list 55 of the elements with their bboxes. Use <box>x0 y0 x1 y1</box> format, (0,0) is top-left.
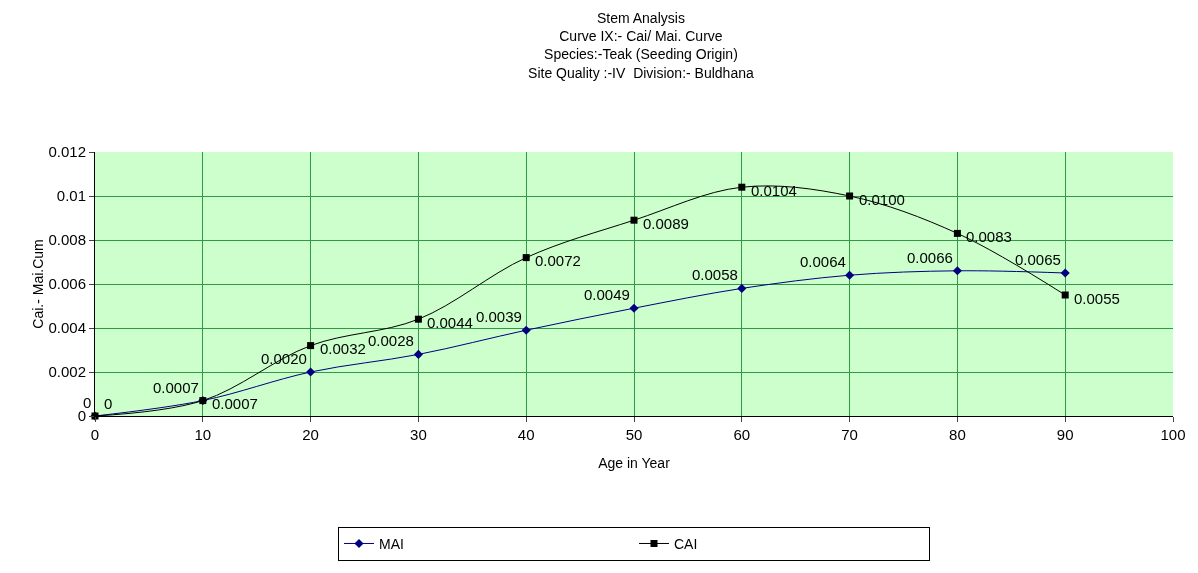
data-label: 0.0055 <box>1074 290 1120 307</box>
y-tick-label: 0.004 <box>48 319 86 337</box>
y-tick-label: 0.012 <box>48 143 86 161</box>
data-label: 0.0032 <box>320 340 366 357</box>
point <box>1060 268 1070 278</box>
y-tick-label: 0.002 <box>48 363 86 381</box>
data-label: 0.0064 <box>800 253 846 270</box>
point <box>629 303 639 313</box>
x-axis-title: Age in Year <box>598 455 671 471</box>
point <box>1061 291 1069 299</box>
data-label: 0.0049 <box>584 286 630 303</box>
point <box>307 342 315 350</box>
x-tick-label: 70 <box>841 426 858 443</box>
x-tick-label: 40 <box>517 426 535 443</box>
point <box>630 216 638 224</box>
data-label: 0.0007 <box>212 395 258 412</box>
point <box>846 192 854 200</box>
chart-title: Stem Analysis Curve IX:- Cai/ Mai. Curve Species:-Teak (Seeding Origin) Site Quality :-IV Division:- Buldhana <box>528 9 754 81</box>
legend-label: MAI <box>379 535 404 552</box>
x-tick-label: 20 <box>302 426 319 443</box>
data-label: 0.0072 <box>535 252 581 269</box>
point <box>522 254 530 262</box>
data-label: 0.0028 <box>368 332 414 349</box>
point <box>737 283 747 293</box>
y-tick-label: 0.01 <box>56 187 86 205</box>
x-tick-label: 60 <box>733 426 751 443</box>
data-label: 0.0089 <box>643 215 689 232</box>
y-tick-label: 0 <box>77 407 86 425</box>
data-label: 0.0044 <box>427 314 473 331</box>
data-label: 0.0058 <box>692 266 738 283</box>
point <box>306 367 316 377</box>
point <box>414 315 422 323</box>
point <box>952 266 962 276</box>
y-tick-label: 0.006 <box>48 275 86 293</box>
data-label: 0.0039 <box>476 308 522 325</box>
point <box>845 270 855 280</box>
x-tick-label: 30 <box>410 426 427 443</box>
data-label: 0.0065 <box>1015 251 1061 268</box>
y-tick-label: 0.008 <box>48 231 86 249</box>
data-label: 0.0066 <box>907 249 953 266</box>
x-tick-label: 10 <box>194 426 212 443</box>
x-tick-label: 0 <box>90 426 100 443</box>
x-tick-label: 50 <box>625 426 643 443</box>
point <box>521 325 531 335</box>
point <box>413 349 423 359</box>
point <box>953 229 961 237</box>
x-tick-label: 80 <box>949 426 966 443</box>
data-label: 0.0104 <box>751 182 797 199</box>
x-tick-label: 100 <box>1160 426 1186 443</box>
y-axis-title: Cai.- Mai.Cum <box>30 239 47 329</box>
data-label: 0 <box>104 395 113 412</box>
data-label: 0.0007 <box>153 379 199 396</box>
x-tick-label: 90 <box>1056 426 1074 443</box>
point <box>738 183 746 191</box>
legend-label: CAI <box>674 535 698 552</box>
